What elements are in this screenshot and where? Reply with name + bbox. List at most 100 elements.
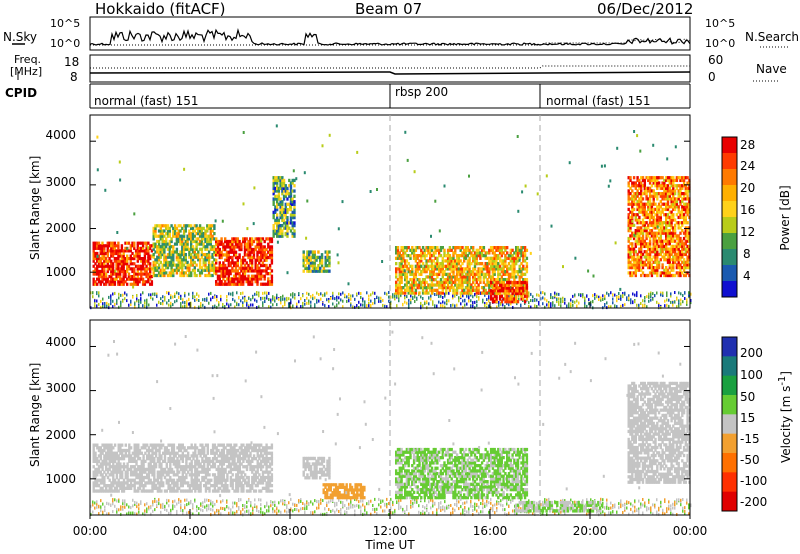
power-echo-cell	[652, 242, 655, 246]
power-ground-cell	[220, 298, 222, 302]
power-echo-cell	[632, 231, 636, 235]
power-echo-cell	[159, 273, 162, 278]
power-echo-cell	[182, 255, 186, 259]
power-ground-cell	[632, 292, 634, 296]
power-echo-cell	[263, 255, 266, 260]
power-echo-cell	[498, 286, 502, 290]
power-echo-cell	[306, 255, 309, 260]
velocity-ground-cell	[272, 507, 274, 511]
power-echo-cell	[247, 247, 250, 252]
power-ground-cell	[226, 298, 228, 302]
power-echo-cell	[641, 213, 645, 217]
power-echo-cell	[661, 184, 664, 188]
power-echo-cell	[168, 250, 171, 254]
power-ground-cell	[672, 301, 674, 304]
power-ground-cell	[622, 303, 624, 307]
power-echo-cell	[495, 262, 498, 266]
power-echo-cell	[448, 262, 452, 266]
power-echo-cell	[665, 207, 668, 212]
power-ground-cell	[110, 294, 112, 298]
power-echo-cell	[284, 205, 287, 209]
power-echo-cell	[497, 254, 500, 258]
power-echo-cell	[432, 264, 435, 268]
power-echo-cell	[515, 262, 518, 266]
power-echo-cell	[640, 210, 643, 214]
power-echo-cell	[284, 226, 287, 230]
power-echo-cell	[681, 271, 684, 275]
power-ground-cell	[288, 304, 290, 308]
power-echo-cell	[686, 260, 689, 264]
power-echo-cell	[149, 254, 152, 258]
power-echo-cell	[268, 263, 272, 268]
power-echo-cell	[172, 234, 175, 238]
power-echo-cell	[436, 256, 439, 260]
power-echo-cell	[686, 207, 689, 212]
power-echo-cell	[416, 246, 419, 250]
power-echo-cell	[108, 257, 111, 261]
power-echo-cell	[429, 251, 432, 255]
velocity-ground-cell	[144, 503, 146, 507]
power-echo-cell	[507, 278, 511, 282]
velocity-ground-cell	[138, 507, 140, 511]
power-echo-cell	[186, 239, 189, 244]
power-echo-cell	[506, 291, 509, 295]
power-echo-cell	[525, 280, 529, 284]
power-ground-cell	[444, 305, 446, 309]
power-echo-cell	[670, 181, 673, 185]
power-echo-cell	[96, 259, 99, 263]
power-echo-cell	[418, 278, 421, 282]
power-echo-cell	[224, 239, 227, 244]
power-ground-cell	[162, 295, 164, 299]
power-colorbar-swatch	[722, 169, 737, 186]
power-echo-cell	[279, 184, 282, 188]
power-ground-cell	[392, 295, 394, 299]
power-echo-cell	[665, 184, 668, 188]
velocity-ground-cell	[122, 499, 124, 503]
power-echo-cell	[632, 192, 636, 196]
power-echo-cell	[495, 280, 498, 285]
power-echo-cell	[516, 286, 520, 290]
power-echo-cell	[430, 286, 434, 290]
power-echo-cell	[284, 194, 287, 198]
power-echo-cell	[197, 242, 200, 246]
power-echo-cell	[682, 263, 686, 267]
power-echo-cell	[209, 229, 212, 233]
power-echo-cell	[520, 248, 523, 252]
power-echo-cell	[242, 255, 245, 260]
velocity-ground-cell	[220, 506, 222, 510]
power-echo-cell	[224, 237, 227, 241]
power-echo-cell	[249, 277, 252, 281]
power-echo-cell	[665, 268, 668, 272]
power-ground-cell	[372, 302, 374, 306]
power-echo-cell	[288, 221, 291, 225]
power-ground-cell	[470, 304, 472, 308]
power-echo-cell	[234, 274, 238, 278]
power-echo-cell	[213, 258, 216, 262]
power-ground-cell	[544, 297, 546, 301]
power-echo-cell	[412, 248, 416, 252]
power-echo-cell	[629, 273, 632, 278]
power-echo-cell	[645, 229, 648, 233]
power-echo-cell	[175, 247, 179, 251]
power-echo-cell	[242, 266, 245, 270]
power-echo-cell	[267, 272, 270, 276]
power-echo-cell	[99, 249, 102, 253]
power-echo-cell	[688, 255, 691, 259]
power-ground-cell	[306, 296, 308, 300]
power-echo-cell	[488, 283, 491, 287]
power-ground-cell	[536, 293, 538, 297]
power-echo-cell	[656, 234, 659, 238]
power-echo-cell	[636, 218, 639, 222]
vel-cbar-tick-m100: -100	[740, 474, 768, 488]
power-echo-cell	[277, 197, 281, 201]
power-ground-cell	[276, 296, 278, 300]
power-echo-cell	[665, 244, 668, 249]
power-echo-cell	[461, 267, 464, 271]
power-echo-cell	[99, 280, 102, 284]
power-ground-cell	[578, 301, 580, 305]
power-echo-cell	[634, 244, 637, 249]
power-echo-cell	[504, 264, 507, 268]
power-echo-cell	[416, 278, 419, 282]
power-echo-cell	[688, 244, 691, 249]
power-echo-cell	[665, 239, 668, 243]
